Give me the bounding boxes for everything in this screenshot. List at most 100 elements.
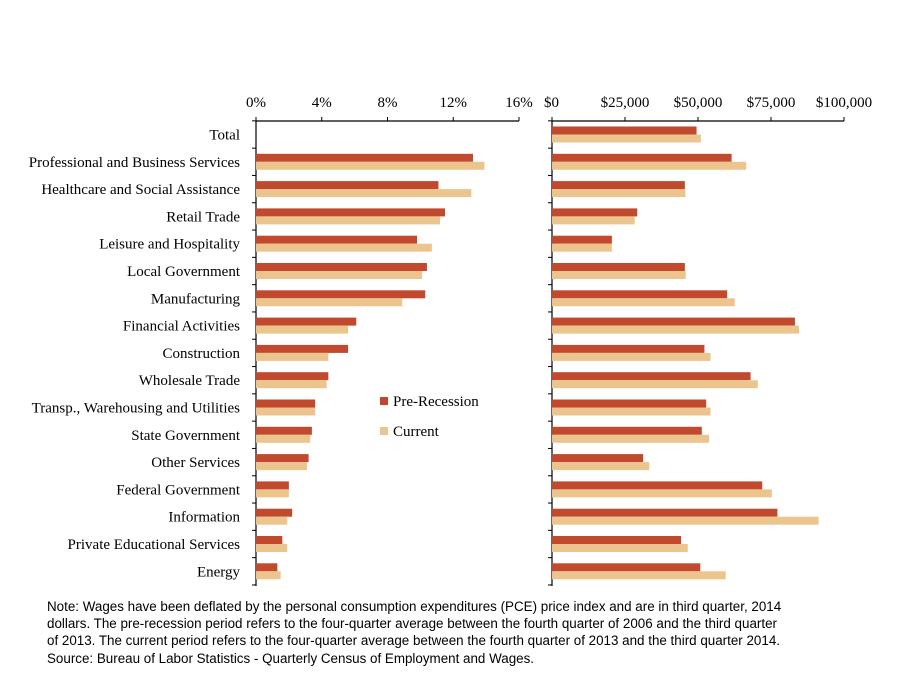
bar-pre-recession	[256, 481, 289, 490]
bar-current	[256, 407, 316, 416]
bar-pre-recession	[256, 317, 357, 326]
category-label: Professional and Business Services	[29, 155, 240, 171]
bar-pre-recession	[256, 426, 312, 435]
bar-pre-recession	[552, 290, 728, 299]
bar-pre-recession	[256, 263, 427, 271]
bar-current	[552, 489, 772, 498]
x-tick-label: 16%	[505, 95, 533, 111]
bar-current	[552, 134, 701, 143]
x-tick-label: 8%	[378, 95, 398, 111]
x-tick-label: 4%	[312, 95, 332, 111]
bar-pre-recession	[552, 344, 705, 353]
bar-current	[256, 544, 288, 552]
bar-current	[552, 544, 688, 552]
bar-pre-recession	[552, 372, 751, 381]
x-tick-label: $100,000	[816, 95, 872, 111]
bar-current	[256, 161, 485, 170]
category-label: Federal Government	[116, 482, 241, 498]
x-tick-label: $50,000	[674, 95, 723, 111]
bar-pre-recession	[552, 317, 795, 326]
category-label: Total	[209, 128, 240, 144]
category-label: Transp., Warehousing and Utilities	[32, 401, 241, 417]
legend-swatch	[380, 427, 388, 435]
bar-pre-recession	[552, 126, 697, 135]
x-tick-label: $75,000	[747, 95, 796, 111]
category-label: Wholesale Trade	[139, 373, 241, 389]
bar-current	[256, 189, 472, 198]
bar-current	[256, 325, 349, 334]
bar-current	[552, 189, 686, 198]
bar-pre-recession	[552, 508, 778, 517]
bar-pre-recession	[552, 235, 612, 244]
bar-pre-recession	[256, 372, 329, 381]
bar-current	[256, 571, 281, 580]
category-label: State Government	[131, 428, 241, 444]
bar-pre-recession	[256, 563, 278, 572]
bar-pre-recession	[256, 181, 439, 190]
chart-canvas: Total Professional and Business Services H…	[29, 95, 872, 586]
bar-pre-recession	[256, 344, 349, 353]
bar-current	[552, 407, 711, 416]
bar-current	[552, 216, 635, 225]
bar-current	[552, 243, 612, 252]
category-label: Financial Activities	[123, 319, 240, 335]
bar-current	[552, 325, 800, 334]
category-label: Leisure and Hospitality	[99, 237, 240, 253]
bar-current	[552, 380, 758, 389]
bar-pre-recession	[552, 563, 701, 572]
bar-pre-recession	[256, 508, 293, 517]
bar-pre-recession	[552, 399, 707, 408]
bar-pre-recession	[552, 153, 732, 162]
legend-label: Current	[393, 424, 440, 440]
category-label: Private Educational Services	[68, 537, 241, 553]
bar-current	[256, 243, 432, 252]
note-line-2: dollars. The pre-recession period refers…	[47, 616, 777, 632]
bar-current	[552, 298, 735, 307]
bar-current	[552, 571, 726, 580]
bar-pre-recession	[256, 536, 283, 544]
x-tick-label: $0	[544, 95, 559, 111]
bar-current	[256, 352, 329, 361]
bar-pre-recession	[552, 426, 702, 435]
bar-current	[552, 462, 650, 471]
chart-note: Note: Wages have been deflated by the pe…	[47, 598, 877, 667]
bar-pre-recession	[256, 235, 418, 244]
bar-pre-recession	[256, 208, 446, 217]
bar-pre-recession	[552, 208, 638, 217]
bar-pre-recession	[256, 153, 473, 162]
category-label: Construction	[163, 346, 241, 362]
note-line-1: Note: Wages have been deflated by the pe…	[47, 599, 782, 614]
category-label: Manufacturing	[151, 291, 241, 307]
x-tick-label: $25,000	[601, 95, 650, 111]
bar-pre-recession	[552, 454, 644, 463]
bar-pre-recession	[552, 263, 685, 271]
bar-current	[552, 434, 710, 443]
bar-current	[256, 516, 288, 525]
bar-pre-recession	[256, 290, 426, 299]
bar-current	[552, 516, 819, 525]
legend-swatch	[380, 397, 388, 405]
bar-current	[552, 161, 747, 170]
bar-pre-recession	[552, 481, 763, 490]
bar-pre-recession	[552, 536, 682, 544]
bar-pre-recession	[256, 399, 316, 408]
bar-current	[552, 271, 686, 279]
bar-current	[256, 298, 403, 307]
x-tick-label: 0%	[246, 95, 266, 111]
bar-current	[256, 462, 307, 471]
bar-current	[256, 216, 441, 225]
bar-current	[256, 489, 289, 498]
category-label: Information	[168, 510, 240, 526]
x-tick-label: 12%	[440, 95, 468, 111]
bar-current	[256, 434, 311, 443]
category-label: Retail Trade	[166, 209, 240, 225]
bar-pre-recession	[256, 454, 309, 463]
bar-current	[256, 380, 327, 389]
legend-label: Pre-Recession	[393, 394, 479, 410]
category-label: Other Services	[151, 455, 240, 471]
bar-current	[256, 271, 423, 279]
note-line-3: of 2013. The current period refers to th…	[47, 633, 780, 649]
bar-current	[552, 352, 711, 361]
note-line-4: Source: Bureau of Labor Statistics - Qua…	[47, 650, 534, 666]
category-label: Energy	[197, 564, 241, 580]
